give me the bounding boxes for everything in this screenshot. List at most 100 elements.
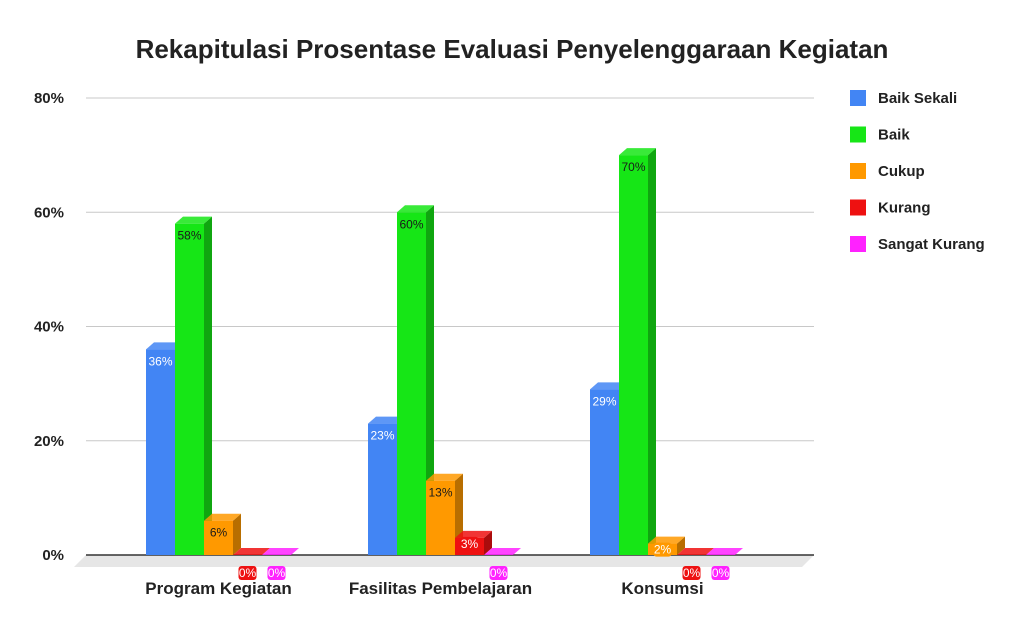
bar-front (590, 389, 619, 555)
y-tick-label: 20% (34, 433, 64, 450)
bar (175, 216, 212, 556)
data-label-text: 6% (210, 526, 228, 540)
legend-swatch (850, 236, 866, 252)
data-label-text: 0% (490, 566, 508, 580)
data-label-box (460, 536, 479, 551)
data-label-box (653, 542, 672, 557)
data-label-text: 13% (428, 486, 452, 500)
data-label-text: 2% (654, 543, 672, 557)
x-axis: Program Kegiatan Fasilitas Pembelajaran Ko… (145, 579, 703, 598)
bar-top (233, 548, 270, 555)
y-tick-label: 40% (34, 319, 64, 336)
legend: Baik Sekali Baik Cukup Kurang Sangat Kurang (850, 90, 985, 253)
y-tick-label: 0% (42, 547, 64, 564)
bar-top (175, 216, 212, 224)
bar-front (204, 520, 233, 555)
data-label: 36% (148, 354, 172, 368)
bar-top (484, 548, 521, 555)
data-label: 3% (460, 536, 479, 551)
legend-item: Kurang (850, 199, 931, 217)
bar-front (146, 349, 175, 555)
bar-top (204, 513, 241, 521)
data-label: 0% (489, 566, 508, 580)
legend-item: Sangat Kurang (850, 236, 985, 253)
bar-top (455, 530, 492, 538)
legend-label: Baik Sekali (878, 90, 957, 107)
bar-top (426, 473, 463, 481)
bar-side (648, 148, 656, 555)
data-label-text: 0% (239, 566, 257, 580)
data-label: 0% (682, 566, 701, 580)
legend-swatch (850, 126, 866, 143)
data-label: 58% (177, 229, 201, 243)
bar-front (175, 223, 204, 556)
bar (397, 205, 434, 555)
bar-front (397, 212, 426, 555)
data-label-box (711, 566, 730, 580)
bar (706, 548, 743, 555)
bar-top (590, 382, 627, 390)
x-category-label: Fasilitas Pembelajaran (349, 579, 532, 598)
legend-item: Baik Sekali (850, 90, 957, 107)
data-label-text: 0% (712, 566, 730, 580)
data-label: 29% (592, 394, 616, 408)
chart-title: Rekapitulasi Prosentase Evaluasi Penyele… (136, 34, 889, 64)
data-label-text: 0% (268, 566, 286, 580)
data-label: 70% (621, 160, 645, 174)
legend-item: Baik (850, 126, 910, 144)
floor-plane (74, 555, 814, 567)
bar (677, 548, 714, 555)
data-label-text: 58% (177, 229, 201, 243)
legend-label: Cukup (878, 163, 925, 180)
data-label-text: 70% (621, 160, 645, 174)
bars (146, 148, 743, 556)
bar-top (677, 548, 714, 555)
data-label: 0% (711, 566, 730, 580)
bar-side (426, 205, 434, 555)
bar (204, 513, 241, 555)
legend-swatch (850, 163, 866, 179)
bar-top (619, 148, 656, 156)
bar-front (368, 423, 397, 555)
legend-label: Kurang (878, 200, 931, 217)
data-label-box (489, 566, 508, 580)
bar-top (397, 205, 434, 213)
x-category-label: Program Kegiatan (145, 579, 291, 598)
bar (619, 148, 656, 555)
data-label: 2% (653, 542, 672, 557)
x-category-label: Konsumsi (621, 579, 703, 598)
bar-side (677, 536, 685, 555)
bar-top (262, 548, 299, 555)
bar (262, 548, 299, 555)
legend-label: Sangat Kurang (878, 236, 985, 253)
y-tick-label: 60% (34, 204, 64, 221)
data-label: 13% (428, 486, 452, 500)
bar-top (706, 548, 743, 555)
data-label-box (682, 566, 701, 580)
data-label-text: 36% (148, 354, 172, 368)
legend-item: Cukup (850, 163, 925, 180)
data-label: 60% (399, 217, 423, 231)
data-label-box (238, 566, 257, 580)
data-label-text: 3% (461, 537, 479, 551)
legend-label: Baik (878, 127, 910, 144)
bar-top (648, 536, 685, 544)
data-label-text: 23% (370, 429, 394, 443)
data-label-text: 0% (683, 566, 701, 580)
bar-front (426, 480, 455, 555)
y-tick-label: 80% (34, 90, 64, 107)
bar-front (619, 155, 648, 555)
data-label-text: 60% (399, 217, 423, 231)
data-labels: 36% 58% 6% 0% 0% 23% 60% 13% 3% 0% 29% 70% 2% 0% 0% (148, 160, 730, 580)
bar-top (146, 342, 183, 350)
bar-side (484, 530, 492, 555)
legend-swatch (850, 90, 866, 106)
bar (233, 548, 270, 555)
data-label-box (267, 566, 286, 580)
legend-swatch (850, 199, 866, 216)
bar-side (233, 513, 241, 555)
data-label: 23% (370, 429, 394, 443)
data-label: 6% (210, 526, 228, 540)
y-axis: 0% 20% 40% 60% 80% (34, 90, 64, 564)
